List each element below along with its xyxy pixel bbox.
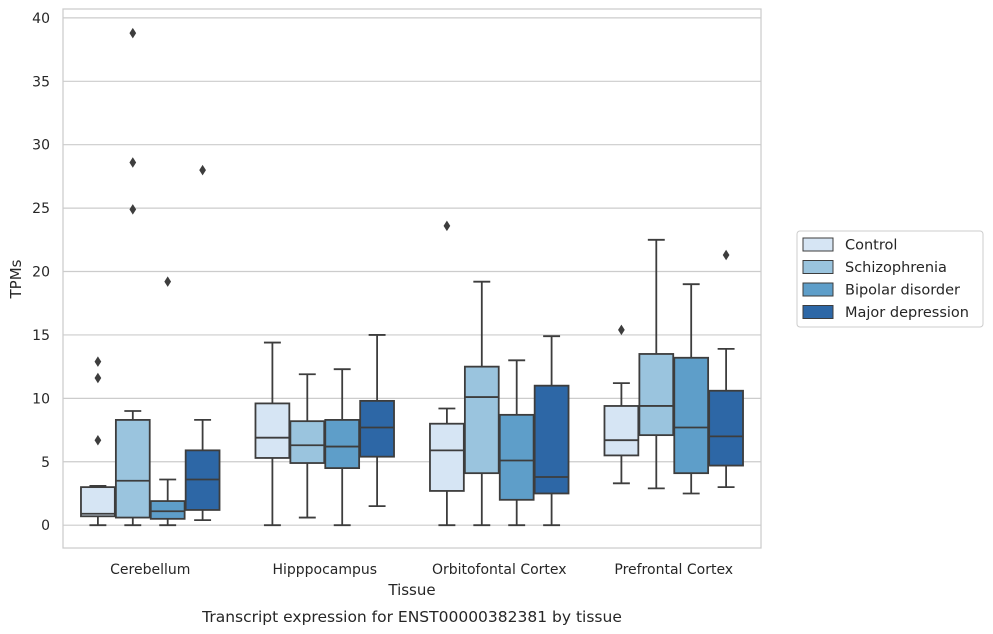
figure-caption: Transcript expression for ENST0000038238… [201, 608, 622, 626]
box-iqr [289, 420, 326, 464]
box-major-depression [359, 334, 395, 508]
box-iqr [149, 500, 186, 520]
x-tick-label: Cerebellum [110, 562, 190, 578]
legend-item: Bipolar disorder [802, 282, 960, 299]
legend-item: Control [802, 237, 897, 254]
box-iqr [533, 384, 570, 495]
box-control [603, 324, 640, 485]
box-schizophrenia [638, 238, 675, 490]
box-iqr [603, 405, 640, 457]
box-control [429, 220, 465, 527]
box-iqr [429, 422, 465, 492]
box-schizophrenia [114, 27, 151, 527]
x-tick-label: Prefrontal Cortex [614, 562, 733, 578]
box-iqr [114, 419, 151, 519]
box-iqr [324, 419, 361, 470]
x-tick-label: Hipppocampus [272, 562, 377, 578]
box-iqr [708, 389, 744, 467]
outlier-point [94, 372, 102, 384]
outlier-point [722, 249, 730, 261]
box-schizophrenia [463, 280, 500, 527]
legend-swatch [802, 237, 834, 252]
box-schizophrenia [289, 373, 326, 519]
outlier-point [94, 434, 102, 446]
box-iqr [359, 399, 395, 458]
outlier-point [94, 356, 102, 367]
box-iqr [638, 353, 675, 437]
box-iqr [80, 486, 116, 518]
y-axis-title: TPMs [7, 259, 25, 299]
y-tick-label: 0 [41, 518, 50, 534]
y-axis-ticks: 0 5 10 15 20 25 30 35 40 [32, 11, 50, 534]
legend-swatch [802, 282, 834, 297]
y-tick-label: 30 [32, 138, 50, 154]
box-bipolar-disorder [324, 368, 361, 527]
plot-area-frame [62, 8, 762, 549]
y-tick-label: 25 [32, 201, 50, 217]
box-iqr [498, 413, 535, 501]
y-tick-label: 10 [32, 391, 50, 407]
y-tick-label: 40 [32, 11, 50, 27]
box-iqr [254, 402, 291, 459]
y-tick-label: 5 [41, 455, 50, 471]
outlier-point [443, 220, 451, 232]
y-tick-label: 35 [32, 74, 50, 90]
y-tick-label: 15 [32, 328, 50, 344]
outlier-point [129, 157, 137, 168]
box-bipolar-disorder [498, 359, 535, 527]
legend-label: Major depression [845, 305, 969, 321]
x-axis-title: Tissue [387, 581, 435, 599]
legend-label: Bipolar disorder [845, 283, 960, 299]
legend-label: Schizophrenia [845, 260, 947, 276]
outlier-point [129, 204, 137, 215]
box-major-depression [533, 335, 570, 527]
box-control [80, 356, 116, 527]
box-major-depression [184, 164, 221, 521]
outlier-point [199, 164, 206, 176]
outlier-point [129, 27, 137, 39]
outlier-point [618, 324, 625, 336]
box-major-depression [708, 249, 744, 489]
box-bipolar-disorder [149, 276, 186, 527]
box-groups [80, 27, 744, 527]
gridlines [63, 17, 761, 526]
box-iqr [463, 365, 500, 475]
y-tick-label: 20 [32, 265, 50, 281]
legend-label: Control [845, 238, 897, 254]
legend-frame [796, 230, 984, 328]
legend: Control Schizophrenia Bipolar disorder Majo… [796, 230, 984, 328]
legend-item: Schizophrenia [802, 260, 947, 276]
box-control [254, 341, 291, 527]
outlier-point [164, 276, 172, 287]
box-iqr [673, 356, 710, 475]
legend-swatch [802, 260, 834, 274]
legend-swatch [802, 305, 834, 319]
x-axis-ticks: Cerebellum Hipppocampus Orbitofontal Corte… [110, 562, 733, 578]
legend-item: Major depression [802, 305, 969, 321]
x-tick-label: Orbitofontal Cortex [432, 562, 567, 578]
box-bipolar-disorder [673, 283, 710, 495]
